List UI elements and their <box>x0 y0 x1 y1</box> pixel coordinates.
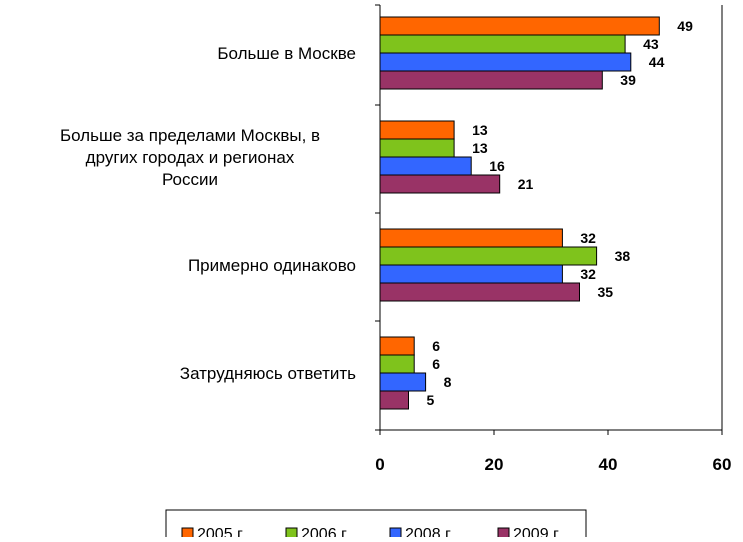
category-label: Затрудняюсь ответить <box>180 364 356 383</box>
bar <box>379 156 472 176</box>
legend-item-label: 2006 г. <box>301 526 349 537</box>
bar <box>379 246 598 266</box>
category-label: Больше в Москве <box>217 44 356 63</box>
legend-swatch <box>181 527 194 540</box>
bar <box>379 354 415 374</box>
bar <box>379 174 501 194</box>
legend-swatch <box>497 527 510 540</box>
data-label: 39 <box>620 72 636 88</box>
x-tick-label: 60 <box>713 455 732 474</box>
bar <box>379 264 563 284</box>
bar <box>379 52 632 72</box>
bar <box>379 282 580 302</box>
category-label: Примерно одинаково <box>188 256 356 275</box>
bar <box>379 34 626 54</box>
data-label: 32 <box>580 230 596 246</box>
data-label: 6 <box>432 338 440 354</box>
category-label: России <box>162 170 218 189</box>
bar <box>379 228 563 248</box>
data-label: 49 <box>677 18 693 34</box>
data-label: 32 <box>580 266 596 282</box>
bar <box>379 372 427 392</box>
data-label: 5 <box>427 392 435 408</box>
data-label: 43 <box>643 36 659 52</box>
data-label: 35 <box>598 284 614 300</box>
data-label: 6 <box>432 356 440 372</box>
data-label: 44 <box>649 54 665 70</box>
legend-swatch <box>285 527 298 540</box>
legend-item-label: 2008 г. <box>405 526 453 537</box>
data-label: 21 <box>518 176 534 192</box>
data-label: 8 <box>444 374 452 390</box>
bar <box>379 138 455 158</box>
bar <box>379 390 409 410</box>
bar <box>379 70 603 90</box>
data-label: 13 <box>472 140 488 156</box>
data-label: 13 <box>472 122 488 138</box>
x-tick-label: 0 <box>375 455 384 474</box>
legend-swatch <box>389 527 402 540</box>
category-label: других городах и регионах <box>86 148 295 167</box>
bar <box>379 120 455 140</box>
x-tick-label: 40 <box>599 455 618 474</box>
bar <box>379 16 660 36</box>
legend-item-label: 2005 г. <box>197 526 245 537</box>
x-tick-label: 20 <box>485 455 504 474</box>
legend-item-label: 2009 г. <box>513 526 561 537</box>
bar <box>379 336 415 356</box>
data-label: 16 <box>489 158 505 174</box>
data-label: 38 <box>615 248 631 264</box>
category-label: Больше за пределами Москвы, в <box>60 126 320 145</box>
